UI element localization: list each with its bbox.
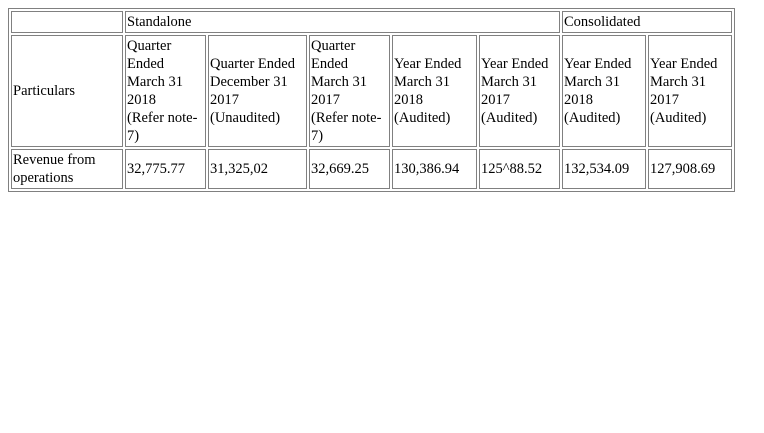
column-header-line: Year Ended	[564, 56, 632, 72]
column-header-line: Year Ended	[481, 56, 549, 72]
table-cell: 125^88.52	[479, 149, 560, 189]
column-header-line: Ended	[127, 56, 165, 72]
column-header-line: Quarter	[127, 38, 172, 54]
column-header-line: Quarter	[311, 38, 356, 54]
column-header: Quarter Ended March 31 2018 (Refer note-…	[125, 35, 206, 147]
column-header-line: (Audited)	[481, 110, 538, 126]
column-header: Quarter Ended December 31 2017 (Unaudite…	[208, 35, 307, 147]
column-header-line: 2018	[394, 92, 423, 108]
column-header-line: March 31	[394, 74, 450, 90]
column-header: Year Ended March 31 2018 (Audited)	[562, 35, 646, 147]
column-header-line: 2017	[311, 92, 340, 108]
column-header-line: (Refer note-	[127, 110, 198, 126]
column-header-line: March 31	[481, 74, 537, 90]
table-cell: 32,669.25	[309, 149, 390, 189]
column-header-line: (Unaudited)	[210, 110, 281, 126]
column-header-line: 7)	[311, 128, 324, 144]
column-header-line: Year Ended	[650, 56, 718, 72]
table-cell: 130,386.94	[392, 149, 477, 189]
column-header-line: (Audited)	[564, 110, 621, 126]
column-header-line: December 31	[210, 74, 288, 90]
column-header-line: (Refer note-	[311, 110, 382, 126]
column-header-line: 2018	[127, 92, 156, 108]
column-header-line: 2018	[564, 92, 593, 108]
column-header-line: 2017	[650, 92, 679, 108]
standalone-header: Standalone	[125, 11, 560, 33]
column-header: Year Ended March 31 2017 (Audited)	[648, 35, 732, 147]
column-header-line: 2017	[481, 92, 510, 108]
column-header: Quarter Ended March 31 2017 (Refer note-…	[309, 35, 390, 147]
column-header: Year Ended March 31 2018 (Audited)	[392, 35, 477, 147]
particulars-header: Particulars	[11, 35, 123, 147]
column-header-line: Quarter Ended	[210, 56, 295, 72]
column-header-line: Year Ended	[394, 56, 462, 72]
table-cell: 127,908.69	[648, 149, 732, 189]
consolidated-header: Consolidated	[562, 11, 732, 33]
column-header-line: March 31	[650, 74, 706, 90]
column-header-row: Particulars Quarter Ended March 31 2018 …	[11, 35, 732, 147]
column-header-line: 2017	[210, 92, 239, 108]
column-header-line: (Audited)	[394, 110, 451, 126]
column-header-line: (Audited)	[650, 110, 707, 126]
column-header-line: March 31	[127, 74, 183, 90]
table-row: Revenue from operations 32,775.77 31,325…	[11, 149, 732, 189]
financial-results-table: Standalone Consolidated Particulars Quar…	[8, 8, 735, 192]
table-cell: 32,775.77	[125, 149, 206, 189]
table-cell: 31,325,02	[208, 149, 307, 189]
column-header-line: March 31	[564, 74, 620, 90]
blank-header-cell	[11, 11, 123, 33]
column-header-line: Ended	[311, 56, 349, 72]
column-header-line: March 31	[311, 74, 367, 90]
row-label: Revenue from operations	[11, 149, 123, 189]
group-header-row: Standalone Consolidated	[11, 11, 732, 33]
table-cell: 132,534.09	[562, 149, 646, 189]
column-header-line: 7)	[127, 128, 140, 144]
column-header: Year Ended March 31 2017 (Audited)	[479, 35, 560, 147]
